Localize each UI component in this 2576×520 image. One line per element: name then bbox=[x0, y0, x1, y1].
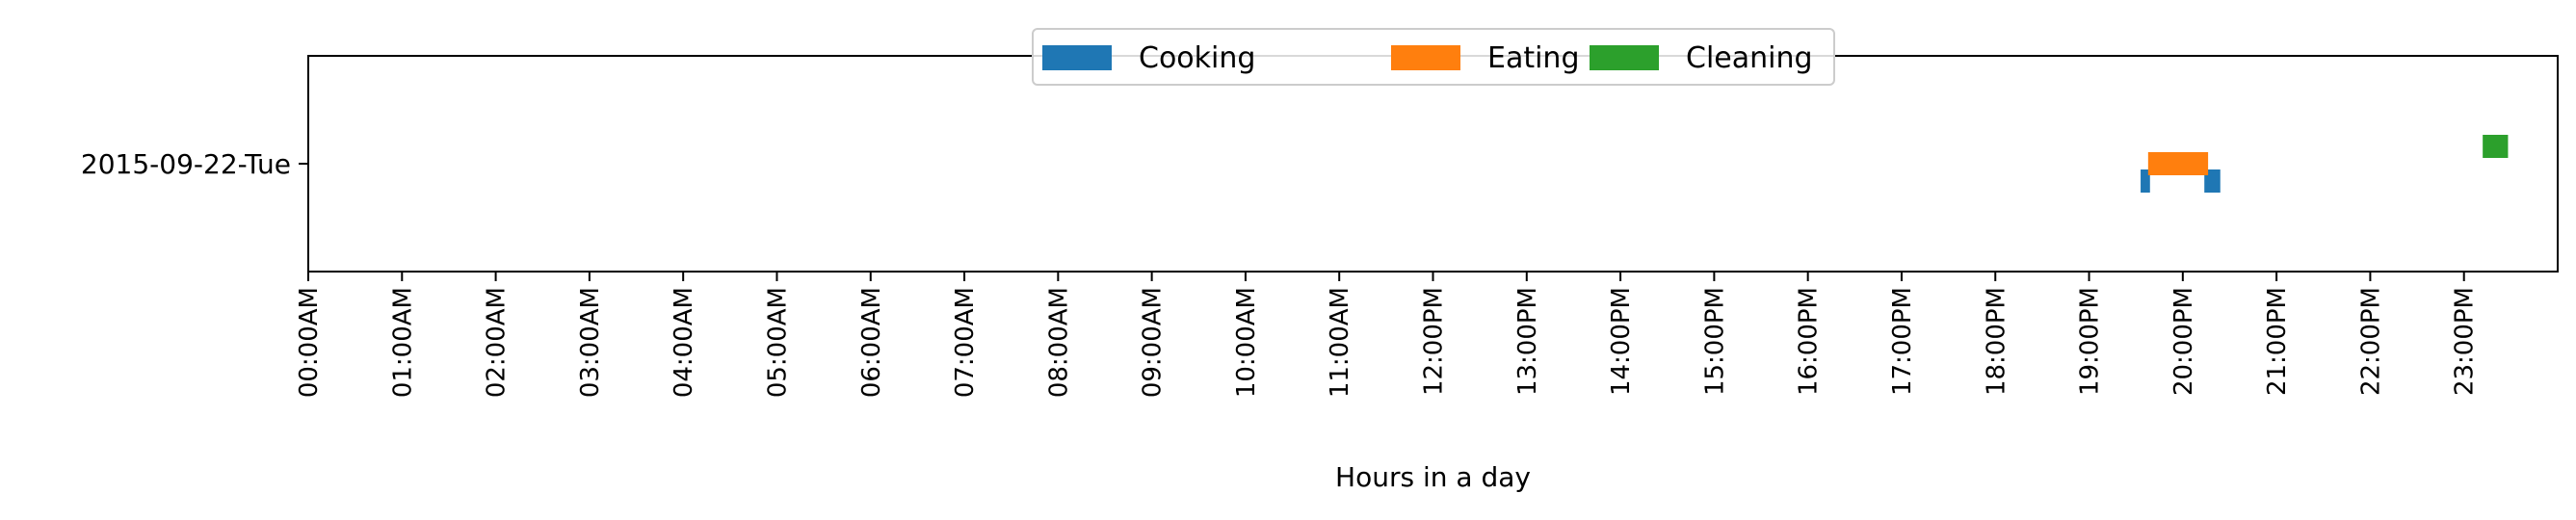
x-tick-label: 01:00AM bbox=[388, 287, 417, 398]
x-tick-label: 14:00PM bbox=[1607, 287, 1636, 396]
x-tick-label: 03:00AM bbox=[576, 287, 605, 398]
x-tick-label: 18:00PM bbox=[1982, 287, 2011, 396]
x-tick-label: 12:00PM bbox=[1420, 287, 1449, 396]
x-tick-label: 10:00AM bbox=[1232, 287, 1261, 398]
x-tick-label: 11:00AM bbox=[1326, 287, 1354, 398]
x-tick-label: 21:00PM bbox=[2263, 287, 2292, 396]
x-tick-label: 22:00PM bbox=[2356, 287, 2385, 396]
x-tick-label: 20:00PM bbox=[2169, 287, 2198, 396]
legend-swatch-eating bbox=[1391, 45, 1460, 70]
x-tick-label: 04:00AM bbox=[670, 287, 698, 398]
x-tick-label: 15:00PM bbox=[1700, 287, 1729, 396]
x-tick-label: 09:00AM bbox=[1139, 287, 1168, 398]
x-tick-label: 00:00AM bbox=[295, 287, 324, 398]
legend-label-eating: Eating bbox=[1487, 41, 1580, 75]
y-tick-label: 2015-09-22-Tue bbox=[81, 148, 291, 180]
x-tick-label: 13:00PM bbox=[1513, 287, 1542, 396]
plot-frame bbox=[307, 55, 2559, 273]
x-tick-label: 02:00AM bbox=[483, 287, 512, 398]
x-axis: 00:00AM 01:00AM 02:00AM 03:00AM 04:00AM 05:00… bbox=[295, 272, 2480, 398]
x-tick-label: 16:00PM bbox=[1795, 287, 1824, 396]
bars-layer bbox=[2141, 135, 2509, 193]
x-tick-label: 07:00AM bbox=[951, 287, 980, 398]
legend-label-cooking: Cooking bbox=[1139, 41, 1255, 75]
x-tick-label: 08:00AM bbox=[1044, 287, 1073, 398]
legend-swatch-cooking bbox=[1042, 45, 1112, 70]
bar-cleaning bbox=[2483, 135, 2509, 158]
legend-label-cleaning: Cleaning bbox=[1686, 41, 1813, 75]
legend: Cooking Eating Cleaning bbox=[1032, 28, 1835, 86]
x-tick-label: 19:00PM bbox=[2076, 287, 2105, 396]
bar-eating bbox=[2147, 152, 2209, 175]
x-tick-label: 23:00PM bbox=[2451, 287, 2480, 396]
y-axis: 2015-09-22-Tue bbox=[81, 148, 308, 180]
x-tick-label: 17:00PM bbox=[1888, 287, 1917, 396]
legend-swatch-cleaning bbox=[1590, 45, 1659, 70]
x-axis-label: Hours in a day bbox=[1335, 461, 1531, 493]
x-tick-label: 06:00AM bbox=[857, 287, 886, 398]
x-tick-label: 05:00AM bbox=[763, 287, 792, 398]
bar-cooking bbox=[2141, 169, 2150, 193]
bar-cooking bbox=[2204, 169, 2221, 193]
